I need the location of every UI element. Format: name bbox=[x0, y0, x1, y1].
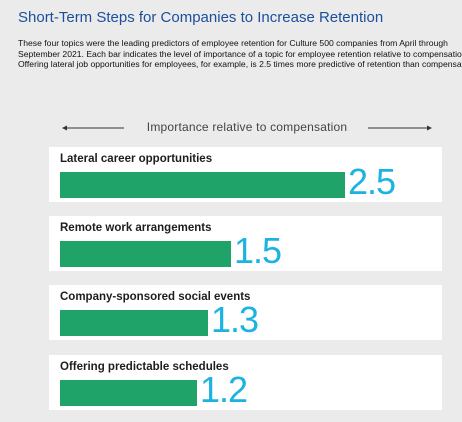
bar-category-label: Company-sponsored social events bbox=[60, 291, 251, 303]
axis-label: Importance relative to compensation bbox=[146, 120, 348, 134]
left-arrow-head bbox=[62, 125, 67, 131]
chart-description: These four topics were the leading predi… bbox=[18, 38, 462, 69]
axis-header: Importance relative to compensation bbox=[62, 120, 432, 136]
bar-category-label: Offering predictable schedules bbox=[60, 361, 229, 373]
bar bbox=[60, 380, 197, 406]
page-title: Short-Term Steps for Companies to Increa… bbox=[18, 9, 384, 26]
bar-card: Offering predictable schedules 1.2 bbox=[49, 355, 442, 410]
bar-category-label: Lateral career opportunities bbox=[60, 153, 213, 165]
bar-category-label: Remote work arrangements bbox=[60, 222, 212, 234]
bar-value-label: 2.5 bbox=[348, 161, 396, 202]
bar bbox=[60, 241, 231, 267]
bar-card: Remote work arrangements 1.5 bbox=[49, 216, 442, 271]
bar bbox=[60, 310, 208, 336]
bar-value-label: 1.5 bbox=[234, 230, 282, 271]
right-arrow-head bbox=[427, 125, 432, 131]
bar-value-label: 1.2 bbox=[200, 369, 248, 410]
bar bbox=[60, 172, 345, 198]
bar-card: Lateral career opportunities 2.5 bbox=[49, 147, 442, 202]
bar-value-label: 1.3 bbox=[211, 299, 259, 340]
bar-card: Company-sponsored social events 1.3 bbox=[49, 285, 442, 340]
axis-arrows bbox=[62, 125, 432, 131]
